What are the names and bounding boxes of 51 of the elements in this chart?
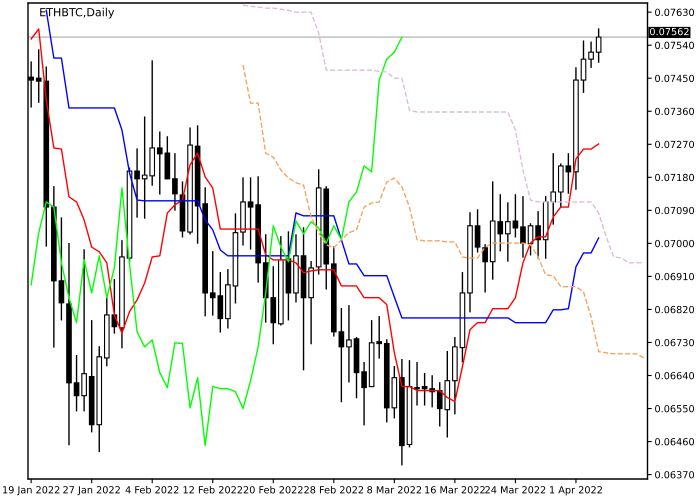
x-tick-label: 19 Jan 2022 — [3, 486, 60, 496]
line-series — [242, 64, 645, 359]
y-tick-label: 0.07630 — [655, 8, 694, 16]
line-series — [30, 36, 403, 446]
candlestick — [482, 244, 488, 293]
candlestick — [172, 153, 178, 211]
candlestick — [566, 153, 572, 194]
candlestick — [142, 116, 148, 219]
candlestick — [497, 194, 504, 252]
y-tick-label: 0.06640 — [655, 372, 694, 380]
candlestick — [81, 249, 87, 412]
y-tick-label: 0.06550 — [655, 405, 694, 412]
y-tick-label: 0.07540 — [655, 42, 694, 50]
candlestick — [248, 177, 254, 250]
x-tick-label: 1 Apr 2022 — [550, 486, 602, 496]
y-tick-label: 0.06370 — [655, 471, 694, 478]
y-tick-label: 0.07180 — [655, 174, 694, 182]
x-tick-label: 20 Feb 2022 — [244, 486, 303, 494]
candlestick — [376, 316, 382, 359]
candlestick — [505, 202, 511, 262]
x-tick-label: 24 Mar 2022 — [485, 486, 546, 494]
y-tick-label: 0.07090 — [655, 206, 694, 214]
y-tick-label: 0.06460 — [655, 438, 694, 446]
y-tick-label: 0.07000 — [655, 240, 694, 248]
candlestick — [36, 49, 42, 103]
y-tick-label: 0.06910 — [655, 272, 694, 280]
candlestick — [210, 251, 216, 316]
y-tick-label: 0.07270 — [655, 140, 694, 148]
y-tick-label: 0.07360 — [655, 108, 694, 116]
candlestick — [58, 217, 64, 320]
y-tick-label: 0.06820 — [655, 306, 694, 314]
x-tick-label: 28 Feb 2022 — [304, 486, 364, 494]
candlestick — [512, 194, 518, 238]
candlestick — [436, 382, 443, 426]
candlestick — [134, 148, 140, 218]
candlestick — [338, 308, 344, 402]
candlestick — [422, 372, 428, 406]
candlestick — [414, 362, 420, 406]
x-tick-label: 4 Feb 2022 — [126, 486, 178, 494]
x-tick-label: 8 Mar 2022 — [367, 486, 422, 494]
line-series — [242, 4, 645, 264]
x-tick-label: 27 Jan 2022 — [63, 486, 120, 496]
candlestick — [596, 28, 602, 63]
candlestick — [217, 272, 224, 333]
x-tick-label: 16 Mar 2022 — [425, 486, 485, 494]
x-tick-label: 12 Feb 2022 — [184, 486, 242, 494]
y-tick-label: 0.06730 — [655, 338, 694, 346]
y-tick-label: 0.07450 — [655, 74, 694, 82]
ref-line-label: 0.07562 — [650, 28, 689, 36]
candlestick — [535, 211, 541, 259]
candlestick — [156, 131, 163, 195]
